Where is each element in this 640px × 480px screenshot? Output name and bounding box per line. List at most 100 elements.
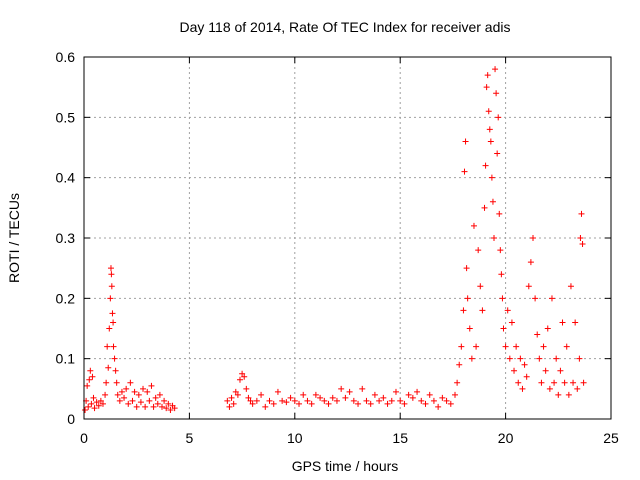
data-point xyxy=(484,72,491,79)
data-point xyxy=(283,399,290,406)
data-point xyxy=(108,271,115,278)
y-axis-label: ROTI / TECUs xyxy=(6,193,22,283)
data-point xyxy=(475,247,482,254)
data-point xyxy=(371,391,378,398)
data-point xyxy=(228,394,235,401)
data-point xyxy=(243,385,250,392)
data-point xyxy=(443,397,450,404)
data-point xyxy=(234,391,241,398)
data-point xyxy=(405,391,412,398)
data-point xyxy=(498,271,505,278)
data-point xyxy=(504,307,511,314)
data-point xyxy=(112,367,119,374)
data-point xyxy=(489,198,496,205)
data-point xyxy=(456,361,463,368)
data-point xyxy=(296,400,303,407)
data-point xyxy=(513,343,520,350)
data-point xyxy=(576,355,583,362)
data-point xyxy=(577,235,584,241)
data-point xyxy=(468,355,475,362)
data-point xyxy=(167,406,174,413)
data-point xyxy=(462,138,469,145)
data-point xyxy=(523,373,530,380)
data-point xyxy=(346,388,353,395)
data-point xyxy=(86,376,93,383)
data-point xyxy=(367,400,374,407)
data-point xyxy=(279,397,286,404)
data-point xyxy=(470,222,477,229)
data-point xyxy=(542,367,549,374)
data-point xyxy=(150,403,157,410)
data-point xyxy=(536,355,543,362)
data-point xyxy=(308,400,315,407)
data-point xyxy=(479,307,486,314)
data-point xyxy=(154,400,161,407)
data-points xyxy=(82,66,587,413)
data-point xyxy=(135,391,142,398)
data-point xyxy=(525,283,532,290)
data-point xyxy=(300,391,307,398)
data-point xyxy=(226,403,233,410)
data-point xyxy=(473,343,480,350)
data-point xyxy=(454,379,461,386)
data-point xyxy=(107,265,114,272)
data-point xyxy=(572,319,579,326)
data-point xyxy=(97,397,104,404)
data-point xyxy=(230,400,237,407)
data-point xyxy=(333,397,340,404)
data-point xyxy=(452,391,459,398)
data-point xyxy=(317,394,324,401)
data-point xyxy=(553,355,560,362)
data-point xyxy=(161,397,168,404)
data-point xyxy=(95,402,102,409)
data-point xyxy=(418,397,425,404)
data-point xyxy=(439,394,446,401)
data-point xyxy=(477,283,484,290)
data-point xyxy=(482,162,489,169)
data-point xyxy=(508,319,515,326)
data-point xyxy=(146,397,153,404)
x-tick-label: 5 xyxy=(186,430,194,446)
data-point xyxy=(312,391,319,398)
data-point xyxy=(355,400,362,407)
data-point xyxy=(430,397,437,404)
data-point xyxy=(460,307,467,314)
y-tick-label: 0.5 xyxy=(56,109,76,125)
data-point xyxy=(82,406,89,413)
data-point xyxy=(224,397,231,404)
data-point xyxy=(144,388,151,395)
data-point xyxy=(129,397,136,404)
data-point xyxy=(110,343,117,350)
plot-frame xyxy=(83,56,612,420)
data-point xyxy=(329,394,336,401)
data-point xyxy=(163,405,170,412)
data-point xyxy=(515,379,522,386)
data-point xyxy=(270,400,277,407)
data-point xyxy=(496,210,503,217)
data-point xyxy=(579,241,586,248)
data-point xyxy=(487,138,494,145)
data-point xyxy=(325,400,332,407)
data-point xyxy=(578,210,585,217)
data-point xyxy=(548,295,555,302)
data-point xyxy=(551,379,558,386)
data-point xyxy=(466,325,473,332)
data-point xyxy=(142,403,149,410)
data-point xyxy=(561,379,568,386)
x-tick-label: 10 xyxy=(287,430,303,446)
data-point xyxy=(540,343,547,350)
data-point xyxy=(171,405,178,412)
data-point xyxy=(563,343,570,350)
data-point xyxy=(380,394,387,401)
data-point xyxy=(127,379,134,386)
data-point xyxy=(388,397,395,404)
data-point xyxy=(247,397,254,404)
data-point xyxy=(137,399,144,406)
data-point xyxy=(435,403,442,410)
y-tick-label: 0.1 xyxy=(56,351,76,367)
data-point xyxy=(304,397,311,404)
data-point xyxy=(158,403,165,410)
data-point xyxy=(530,235,537,241)
data-point xyxy=(156,391,163,398)
